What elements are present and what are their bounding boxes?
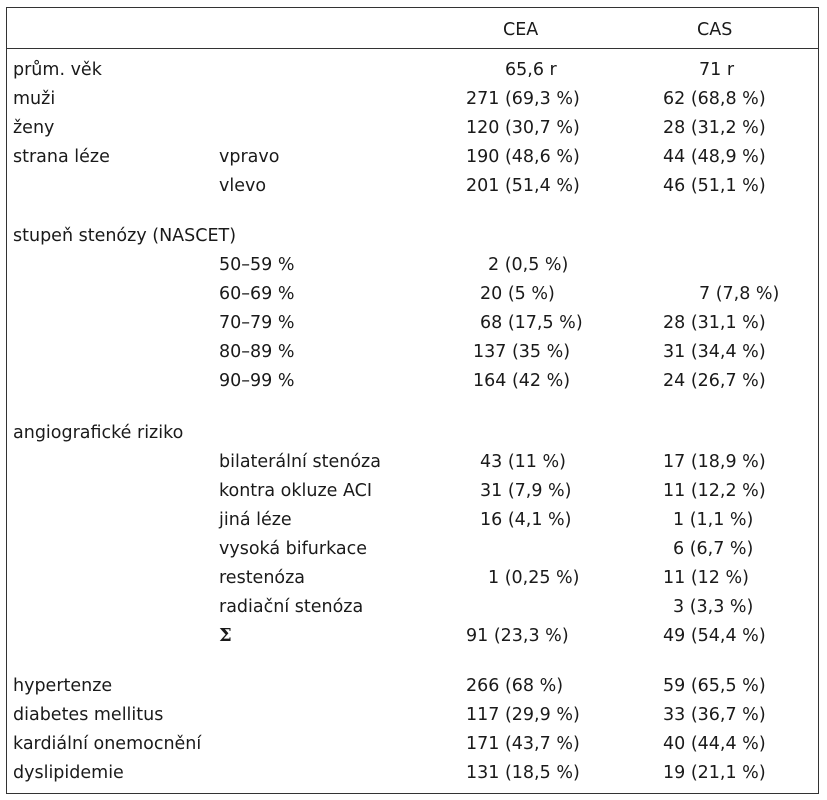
table-row: radiační stenóza 3 (3,3 %) bbox=[0, 595, 827, 619]
table-row: prům. věk 65,6 r 71 r bbox=[0, 58, 827, 82]
cell-cas: 17 (18,9 %) bbox=[663, 452, 766, 472]
cell-cea: 137 (35 %) bbox=[473, 342, 571, 362]
row-sublabel: jiná léze bbox=[219, 510, 292, 530]
table-row: vlevo 201 (51,4 %) 46 (51,1 %) bbox=[0, 174, 827, 198]
cell-cas: 6 (6,7 %) bbox=[673, 539, 754, 559]
cell-cas: 40 (44,4 %) bbox=[663, 734, 766, 754]
table-row: 80–89 % 137 (35 %) 31 (34,4 %) bbox=[0, 340, 827, 364]
cell-cas: 11 (12 %) bbox=[663, 568, 749, 588]
table-row: hypertenze 266 (68 %) 59 (65,5 %) bbox=[0, 674, 827, 698]
table-row: ženy 120 (30,7 %) 28 (31,2 %) bbox=[0, 116, 827, 140]
row-sublabel: 80–89 % bbox=[219, 342, 295, 362]
row-sublabel: radiační stenóza bbox=[219, 597, 364, 617]
table-row: restenóza 1 (0,25 %) 11 (12 %) bbox=[0, 566, 827, 590]
row-sublabel: 60–69 % bbox=[219, 284, 295, 304]
cell-cea: 16 (4,1 %) bbox=[480, 510, 572, 530]
row-sublabel: Σ bbox=[219, 625, 232, 646]
header-divider bbox=[6, 48, 819, 49]
cell-cas: 7 (7,8 %) bbox=[699, 284, 780, 304]
table-row: strana léze vpravo 190 (48,6 %) 44 (48,9 %) bbox=[0, 145, 827, 169]
cell-cea: 20 (5 %) bbox=[480, 284, 555, 304]
row-label: hypertenze bbox=[13, 676, 113, 696]
row-sublabel: 70–79 % bbox=[219, 313, 295, 333]
cell-cea: 190 (48,6 %) bbox=[466, 147, 580, 167]
cell-cas: 1 (1,1 %) bbox=[673, 510, 754, 530]
table-row: 50–59 % 2 (0,5 %) bbox=[0, 253, 827, 277]
cell-cas: 44 (48,9 %) bbox=[663, 147, 766, 167]
table-row: angiografické riziko bbox=[0, 421, 827, 445]
cell-cas: 31 (34,4 %) bbox=[663, 342, 766, 362]
cell-cea: 2 (0,5 %) bbox=[488, 255, 569, 275]
table-row: kontra okluze ACI 31 (7,9 %) 11 (12,2 %) bbox=[0, 479, 827, 503]
cell-cas: 11 (12,2 %) bbox=[663, 481, 766, 501]
cell-cas: 24 (26,7 %) bbox=[663, 371, 766, 391]
row-label: prům. věk bbox=[13, 60, 102, 80]
cell-cea: 68 (17,5 %) bbox=[480, 313, 583, 333]
cell-cea: 1 (0,25 %) bbox=[488, 568, 580, 588]
cell-cea: 131 (18,5 %) bbox=[466, 763, 580, 783]
row-label: diabetes mellitus bbox=[13, 705, 164, 725]
cell-cas: 3 (3,3 %) bbox=[673, 597, 754, 617]
cell-cea: 43 (11 %) bbox=[480, 452, 566, 472]
row-sublabel: bilaterální stenóza bbox=[219, 452, 381, 472]
cell-cas: 33 (36,7 %) bbox=[663, 705, 766, 725]
row-label: kardiální onemocnění bbox=[13, 734, 202, 754]
cell-cea: 266 (68 %) bbox=[466, 676, 564, 696]
cell-cea: 201 (51,4 %) bbox=[466, 176, 580, 196]
table-header-row: CEA CAS bbox=[0, 18, 827, 42]
row-label: strana léze bbox=[13, 147, 110, 167]
cell-cea: 171 (43,7 %) bbox=[466, 734, 580, 754]
cell-cas: 46 (51,1 %) bbox=[663, 176, 766, 196]
cell-cas: 19 (21,1 %) bbox=[663, 763, 766, 783]
cell-cas: 49 (54,4 %) bbox=[663, 626, 766, 646]
table-row: kardiální onemocnění 171 (43,7 %) 40 (44,4… bbox=[0, 732, 827, 756]
table-row: Σ 91 (23,3 %) 49 (54,4 %) bbox=[0, 624, 827, 648]
table-row: 70–79 % 68 (17,5 %) 28 (31,1 %) bbox=[0, 311, 827, 335]
table-row: stupeň stenózy (NASCET) bbox=[0, 224, 827, 248]
row-sublabel: vlevo bbox=[219, 176, 267, 196]
table-row: dyslipidemie 131 (18,5 %) 19 (21,1 %) bbox=[0, 761, 827, 785]
cell-cea: 164 (42 %) bbox=[473, 371, 571, 391]
table-row: jiná léze 16 (4,1 %) 1 (1,1 %) bbox=[0, 508, 827, 532]
column-header-cea: CEA bbox=[503, 20, 539, 40]
cell-cas: 28 (31,1 %) bbox=[663, 313, 766, 333]
cell-cea: 117 (29,9 %) bbox=[466, 705, 580, 725]
cell-cas: 71 r bbox=[699, 60, 735, 80]
cell-cas: 59 (65,5 %) bbox=[663, 676, 766, 696]
cell-cea: 271 (69,3 %) bbox=[466, 89, 580, 109]
cell-cas: 62 (68,8 %) bbox=[663, 89, 766, 109]
row-label: dyslipidemie bbox=[13, 763, 124, 783]
table-row: vysoká bifurkace 6 (6,7 %) bbox=[0, 537, 827, 561]
cell-cas: 28 (31,2 %) bbox=[663, 118, 766, 138]
row-sublabel: restenóza bbox=[219, 568, 306, 588]
row-label: angiografické riziko bbox=[13, 423, 184, 443]
table-row: diabetes mellitus 117 (29,9 %) 33 (36,7 %) bbox=[0, 703, 827, 727]
cell-cea: 65,6 r bbox=[505, 60, 557, 80]
cell-cea: 120 (30,7 %) bbox=[466, 118, 580, 138]
row-label: ženy bbox=[13, 118, 55, 138]
table-row: muži 271 (69,3 %) 62 (68,8 %) bbox=[0, 87, 827, 111]
cell-cea: 31 (7,9 %) bbox=[480, 481, 572, 501]
row-sublabel: vpravo bbox=[219, 147, 280, 167]
row-sublabel: vysoká bifurkace bbox=[219, 539, 368, 559]
column-header-cas: CAS bbox=[697, 20, 733, 40]
row-label: stupeň stenózy (NASCET) bbox=[13, 226, 237, 246]
table-frame bbox=[6, 7, 819, 794]
table-row: 60–69 % 20 (5 %) 7 (7,8 %) bbox=[0, 282, 827, 306]
row-label: muži bbox=[13, 89, 56, 109]
row-sublabel: 90–99 % bbox=[219, 371, 295, 391]
table-row: 90–99 % 164 (42 %) 24 (26,7 %) bbox=[0, 369, 827, 393]
row-sublabel: kontra okluze ACI bbox=[219, 481, 373, 501]
row-sublabel: 50–59 % bbox=[219, 255, 295, 275]
cell-cea: 91 (23,3 %) bbox=[466, 626, 569, 646]
table-row: bilaterální stenóza 43 (11 %) 17 (18,9 %) bbox=[0, 450, 827, 474]
